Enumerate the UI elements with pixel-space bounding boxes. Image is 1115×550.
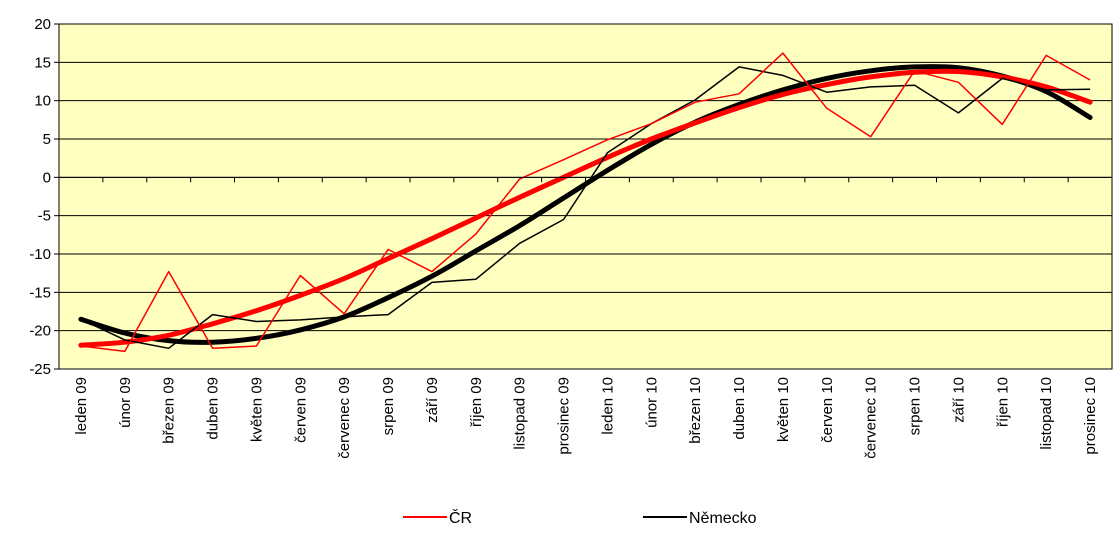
legend-label-cr: ČR	[449, 508, 472, 527]
y-tick-label: -10	[29, 246, 51, 263]
y-tick-label: -15	[29, 284, 51, 301]
x-tick-label: leden 10	[599, 377, 616, 435]
y-tick-label: 10	[34, 93, 51, 110]
x-tick-label: říjen 10	[994, 377, 1011, 427]
x-tick-label: červen 10	[819, 377, 836, 443]
y-tick-label: 15	[34, 54, 51, 71]
x-tick-label: duben 10	[731, 377, 748, 440]
x-tick-label: duben 09	[205, 377, 222, 440]
y-tick-label: 5	[43, 131, 51, 148]
x-tick-label: srpen 09	[380, 377, 397, 435]
x-tick-label: září 09	[424, 377, 441, 423]
legend: ČR Německo	[403, 508, 757, 527]
x-tick-label: listopad 10	[1038, 377, 1055, 450]
x-tick-label: červen 09	[292, 377, 309, 443]
y-tick-label: -5	[38, 208, 51, 225]
x-tick-label: únor 09	[117, 377, 134, 428]
x-tick-label: říjen 09	[468, 377, 485, 427]
x-tick-label: leden 09	[73, 377, 90, 435]
trendline-nemecko	[78, 64, 1093, 345]
series-line-nemecko	[80, 66, 1091, 350]
legend-label-nemecko: Německo	[689, 510, 757, 527]
y-tick-label: -25	[29, 361, 51, 378]
y-tick-label: 0	[43, 169, 51, 186]
y-tick-label: -20	[29, 323, 51, 340]
series-line-cr	[80, 52, 1091, 353]
axes	[58, 176, 1113, 183]
x-tick-label: prosinec 10	[1082, 377, 1099, 455]
x-tick-label: červenec 10	[863, 377, 880, 459]
y-tick-label: 20	[34, 16, 51, 33]
x-tick-label: srpen 10	[907, 377, 924, 435]
x-tick-labels: leden 09 únor 09 březen 09 duben 09 květen 0…	[73, 377, 1099, 459]
x-tick-label: květen 10	[775, 377, 792, 442]
x-tick-label: březen 09	[161, 377, 178, 444]
x-tick-label: září 10	[950, 377, 967, 423]
series-lines	[80, 52, 1091, 353]
x-tick-label: únor 10	[643, 377, 660, 428]
x-tick-label: březen 10	[687, 377, 704, 444]
x-tick-label: prosinec 09	[556, 377, 573, 455]
y-tick-labels: -25 -20 -15 -10 -5 0 5 10 15 20	[29, 16, 59, 378]
x-tick-label: listopad 09	[512, 377, 529, 450]
plot-area	[58, 23, 1113, 370]
x-tick-label: červenec 09	[336, 377, 353, 459]
x-tick-label: květen 09	[248, 377, 265, 442]
